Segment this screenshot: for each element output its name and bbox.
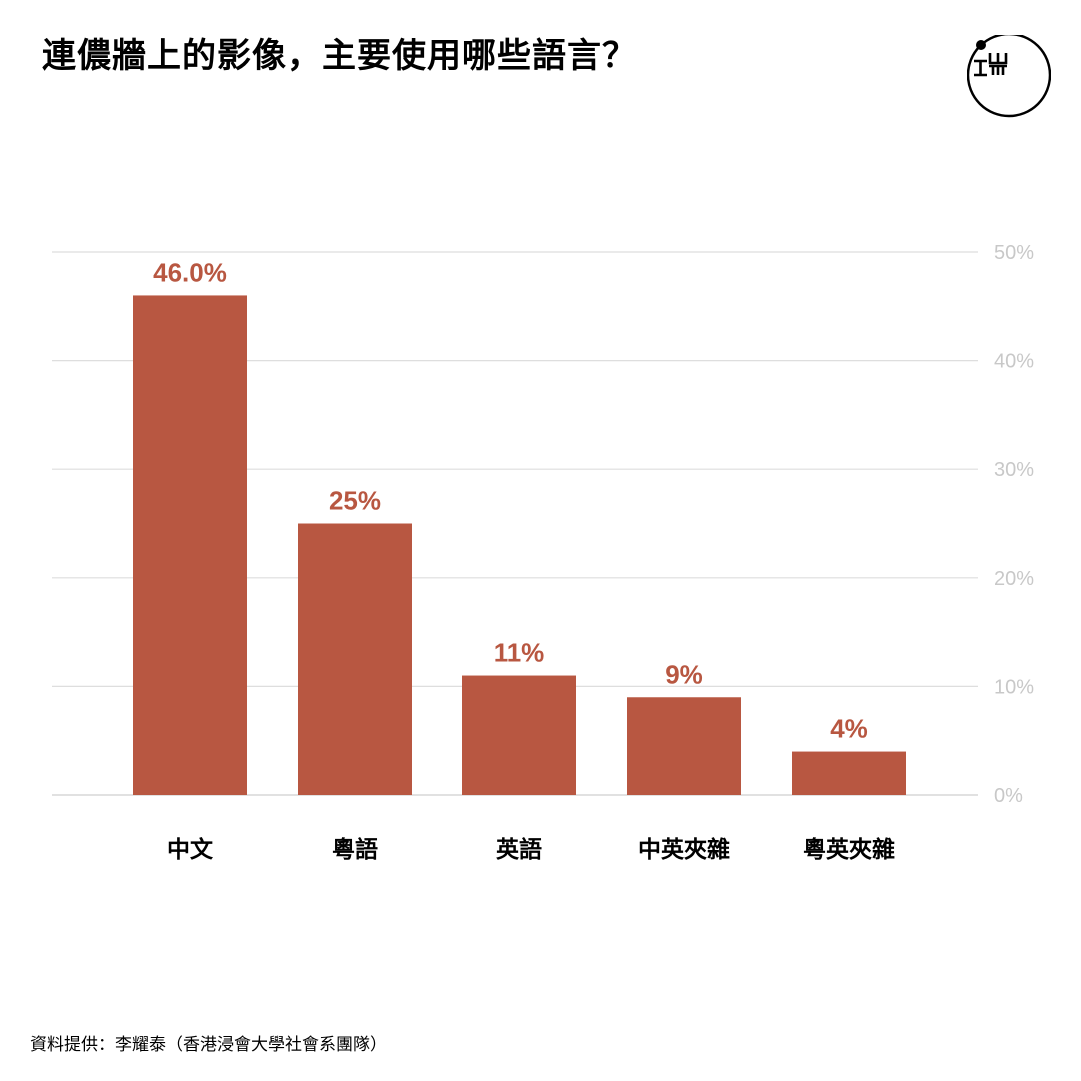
y-tick-label: 40% [994,351,1034,373]
bar [462,675,576,795]
x-tick-label: 中文 [167,836,214,863]
bar [792,751,906,795]
y-tick-label: 20% [994,568,1034,590]
source-note: 資料提供：李耀泰（香港浸會大學社會系團隊） [30,1035,387,1055]
y-tick-label: 30% [994,459,1034,481]
x-tick-label: 中英夾雜 [638,836,730,863]
data-label: 4% [830,714,868,744]
y-tick-label: 50% [994,242,1034,264]
bar [627,697,741,795]
y-tick-label: 0% [994,785,1023,807]
x-tick-label: 粵英夾雜 [803,836,895,863]
x-tick-label: 粵語 [332,836,378,863]
data-label: 25% [329,486,381,516]
x-tick-label: 英語 [496,836,542,863]
data-label: 46.0% [153,257,227,287]
data-label: 11% [494,638,545,668]
data-label: 9% [665,659,703,689]
bar [133,295,247,795]
chart-title: 連儂牆上的影像，主要使用哪些語言？ [42,36,637,76]
bar-chart: 0% 10% 20% 30% 40% 50% 46.0% 中文 25% 粵語 11% 英語 9% 中英夾雜… [52,242,1034,863]
y-tick-label: 10% [994,676,1034,698]
bar [298,523,412,795]
